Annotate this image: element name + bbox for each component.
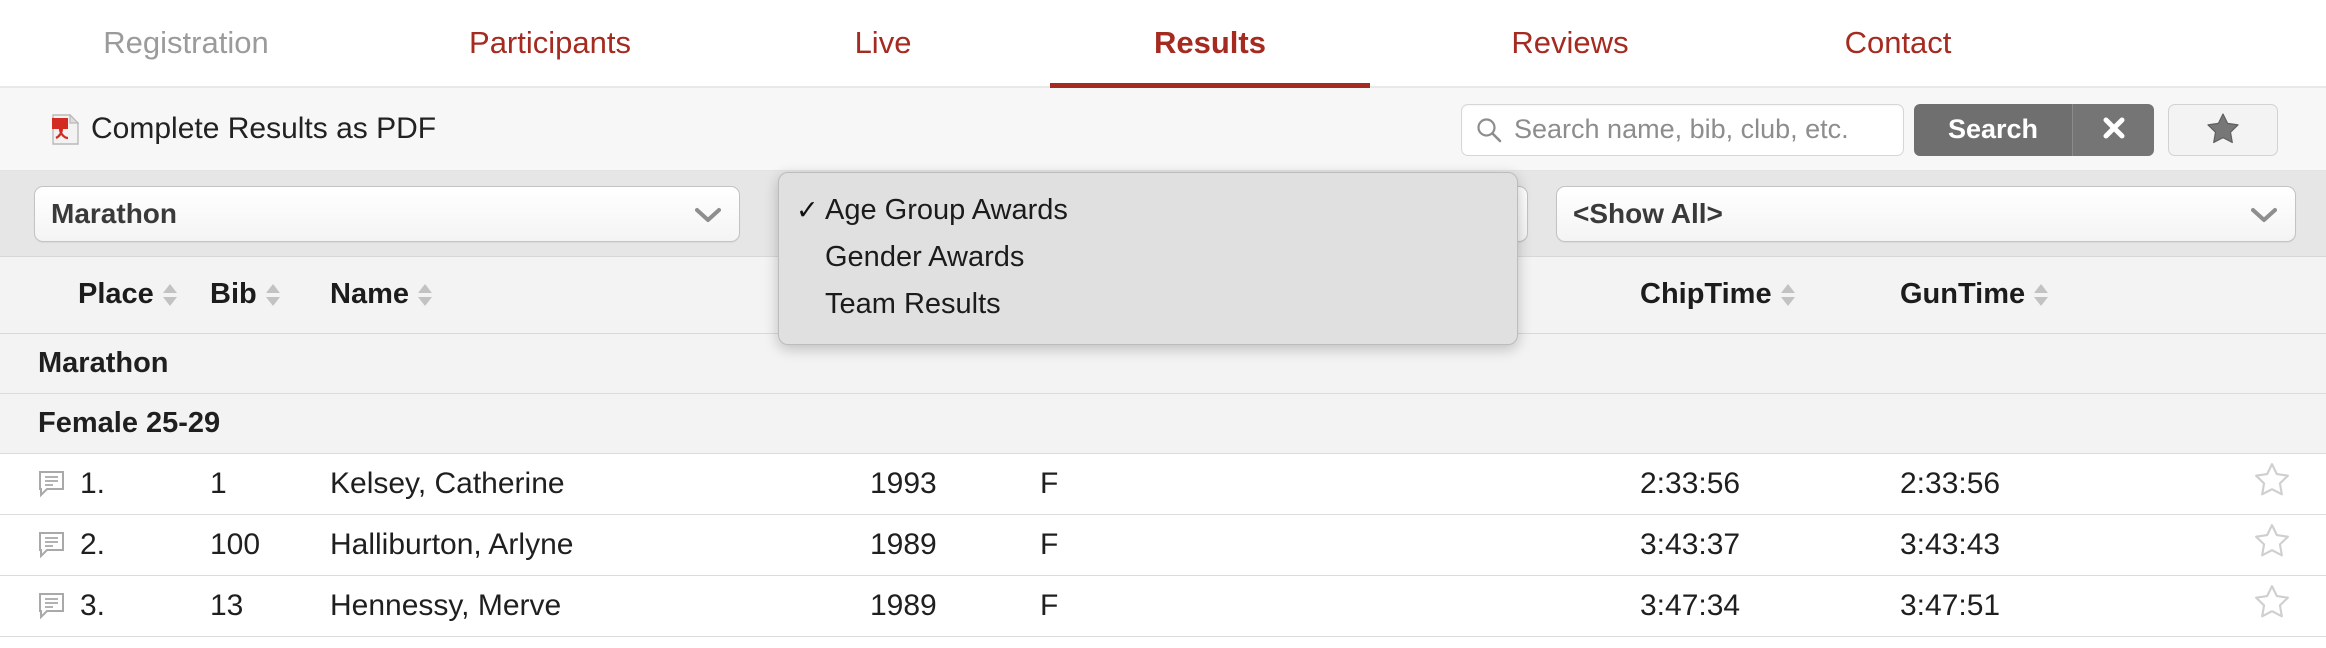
cell-bib: 1: [210, 453, 330, 515]
star-outline-icon[interactable]: [2254, 462, 2290, 505]
column-header-place[interactable]: Place: [0, 257, 210, 334]
table-row[interactable]: 3. 13 Hennessy, Merve 1989 F 3:47:34 3:4…: [0, 575, 2326, 637]
group-row-division: Female 25-29: [0, 393, 2326, 454]
cell-guntime: 3:47:51: [1900, 575, 2190, 637]
search-button-group: Search: [1914, 103, 2154, 156]
cell-sex: F: [1040, 453, 1640, 515]
nav-tab-results[interactable]: Results: [1050, 0, 1370, 87]
show-all-select-value: <Show All>: [1573, 197, 1723, 229]
nav-label: Live: [854, 25, 912, 60]
group-label: Female 25-29: [0, 393, 2326, 454]
cell-year: 1989: [870, 514, 1040, 576]
nav-label: Results: [1154, 25, 1266, 60]
close-x-icon: [2099, 113, 2129, 146]
search-area: Search: [1461, 88, 2326, 171]
cell-favorite: [2190, 453, 2326, 515]
results-table-wrap: Place Bib Name: [0, 257, 2326, 637]
cell-name: Halliburton, Arlyne: [330, 514, 870, 576]
place-value: 3.: [80, 588, 106, 622]
cell-chiptime: 3:47:34: [1640, 575, 1900, 637]
column-label: Place: [78, 278, 154, 311]
cell-name: Hennessy, Merve: [330, 575, 870, 637]
comment-icon[interactable]: [38, 531, 68, 559]
star-outline-icon[interactable]: [2254, 523, 2290, 566]
nav-label: Contact: [1844, 25, 1952, 60]
cell-guntime: 2:33:56: [1900, 453, 2190, 515]
cell-year: 1993: [870, 453, 1040, 515]
menu-item-label: Age Group Awards: [825, 194, 1068, 226]
nav-tab-reviews[interactable]: Reviews: [1420, 0, 1720, 87]
cell-bib: 100: [210, 514, 330, 576]
column-header-favorite: [2190, 257, 2326, 334]
star-filled-icon: [2206, 112, 2240, 148]
column-header-chiptime[interactable]: ChipTime: [1640, 257, 1900, 334]
sort-arrows-icon: [265, 282, 280, 308]
results-table: Place Bib Name: [0, 257, 2326, 637]
cell-place: 3.: [0, 575, 210, 637]
search-icon: [1476, 117, 1502, 143]
cell-year: 1989: [870, 575, 1040, 637]
cell-sex: F: [1040, 514, 1640, 576]
column-label: Bib: [210, 278, 257, 311]
menu-item-label: Gender Awards: [825, 241, 1025, 273]
cell-chiptime: 3:43:37: [1640, 514, 1900, 576]
nav-tab-participants[interactable]: Participants: [390, 0, 710, 87]
menu-item-team-results[interactable]: Team Results: [779, 281, 1517, 328]
table-row[interactable]: 1. 1 Kelsey, Catherine 1993 F 2:33:56 2:…: [0, 453, 2326, 515]
place-value: 2.: [80, 527, 106, 561]
chevron-down-icon: [695, 198, 721, 230]
sort-arrows-icon: [418, 282, 432, 308]
pdf-link-label: Complete Results as PDF: [91, 112, 437, 145]
pdf-file-icon: [52, 113, 79, 145]
complete-results-pdf-link[interactable]: Complete Results as PDF: [52, 112, 436, 146]
column-header-guntime[interactable]: GunTime: [1900, 257, 2190, 334]
sort-arrows-icon: [2034, 282, 2049, 308]
award-dropdown-menu: ✓ Age Group Awards Gender Awards Team Re…: [778, 172, 1518, 345]
nav-tab-registration[interactable]: Registration: [26, 0, 346, 87]
results-toolbar: Complete Results as PDF Search: [0, 88, 2326, 171]
nav-label: Participants: [469, 25, 631, 60]
cell-favorite: [2190, 514, 2326, 576]
column-label: Name: [330, 278, 409, 311]
star-outline-icon[interactable]: [2254, 584, 2290, 627]
column-header-bib[interactable]: Bib: [210, 257, 330, 334]
column-label: GunTime: [1900, 278, 2026, 311]
search-field[interactable]: [1461, 103, 1904, 156]
column-label: ChipTime: [1640, 278, 1772, 311]
nav-label: Reviews: [1511, 25, 1629, 60]
cell-favorite: [2190, 575, 2326, 637]
search-input[interactable]: [1514, 114, 1889, 145]
cell-place: 1.: [0, 453, 210, 515]
chevron-down-icon: [2251, 198, 2277, 230]
checkmark-icon: ✓: [796, 195, 819, 225]
nav-tab-contact[interactable]: Contact: [1748, 0, 2048, 87]
menu-item-age-group-awards[interactable]: ✓ Age Group Awards: [779, 187, 1517, 234]
table-body: Marathon Female 25-29: [0, 333, 2326, 637]
sort-arrows-icon: [162, 282, 177, 308]
cell-sex: F: [1040, 575, 1640, 637]
table-row[interactable]: 2. 100 Halliburton, Arlyne 1989 F 3:43:3…: [0, 514, 2326, 576]
sort-arrows-icon: [1780, 282, 1795, 308]
show-all-select[interactable]: <Show All>: [1556, 185, 2296, 242]
menu-item-label: Team Results: [825, 288, 1001, 320]
place-value: 1.: [80, 466, 106, 500]
cell-bib: 13: [210, 575, 330, 637]
main-navigation: Registration Participants Live Results R…: [0, 0, 2326, 88]
cell-name: Kelsey, Catherine: [330, 453, 870, 515]
favorites-button[interactable]: [2168, 103, 2278, 156]
nav-label: Registration: [103, 25, 269, 60]
cell-chiptime: 2:33:56: [1640, 453, 1900, 515]
clear-search-button[interactable]: [2072, 103, 2154, 156]
comment-icon[interactable]: [38, 470, 68, 498]
cell-guntime: 3:43:43: [1900, 514, 2190, 576]
search-button[interactable]: Search: [1914, 103, 2072, 156]
cell-place: 2.: [0, 514, 210, 576]
comment-icon[interactable]: [38, 592, 68, 620]
race-select-value: Marathon: [51, 197, 177, 229]
race-select[interactable]: Marathon: [34, 185, 740, 242]
nav-tab-live[interactable]: Live: [768, 0, 998, 87]
menu-item-gender-awards[interactable]: Gender Awards: [779, 234, 1517, 281]
